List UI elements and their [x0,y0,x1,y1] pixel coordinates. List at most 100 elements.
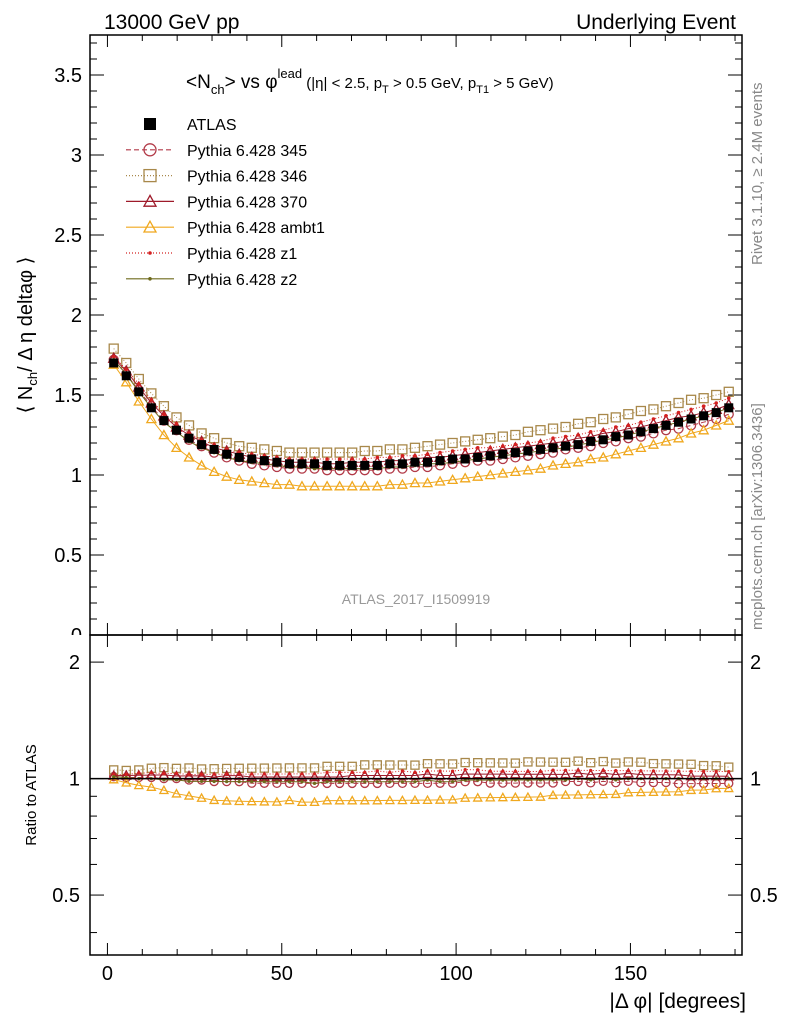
ratio-point-ambt1 [723,782,734,793]
ratio-point-z2 [375,780,379,784]
data-point-p346 [309,447,320,458]
ratio-point-ambt1 [259,796,270,806]
legend-entry-ambt1: Pythia 6.428 ambt1 [126,219,325,237]
data-point-p346 [485,433,496,444]
data-point-z1 [626,423,631,428]
ratio-point-p346 [460,757,470,768]
data-point-ambt1 [346,480,358,491]
ratio-point-p370 [183,770,195,781]
ratio-point-ambt1 [447,794,458,804]
ratio-point-z2 [325,780,329,784]
x-axis-label: |Δ φ| [degrees] [609,990,746,1013]
ratio-point-ambt1 [422,794,433,805]
data-point-p346 [321,447,333,458]
data-point-ambt1 [271,478,283,489]
legend-marker-z1 [148,251,152,255]
data-point-z1 [350,457,354,461]
data-point-ambt1 [133,395,145,406]
data-point-ambt1 [497,467,509,478]
ratio-point-z2 [237,780,241,784]
data-point-p346 [409,442,421,453]
ratio-point-ambt1 [284,794,295,805]
data-point-z1 [362,457,367,461]
legend-marker-ambt1 [142,219,158,233]
ratio-point-z2 [425,778,430,782]
y-tick-label-top: 2.5 [54,225,82,247]
data-point-ambt1 [723,414,735,425]
ratio-point-ambt1 [397,794,408,805]
legend-label-z2: Pythia 6.428 z2 [187,272,297,289]
ratio-point-ambt1 [208,794,220,805]
ratio-point-ambt1 [372,795,383,805]
ratio-point-z1 [413,770,417,775]
ratio-point-ambt1 [472,792,483,802]
data-point-atlas [322,460,332,470]
ratio-series-z1 [112,768,731,777]
data-point-p346 [372,445,383,457]
ratio-point-z2 [287,780,292,784]
data-point-z1 [513,442,518,447]
data-point-z1 [726,396,731,401]
data-point-ambt1 [484,469,496,480]
ratio-point-p346 [322,761,332,772]
ratio-series-ambt1 [108,774,734,807]
ratio-point-z1 [463,768,467,772]
ratio-point-p346 [573,756,583,766]
ratio-point-p346 [585,757,596,768]
data-point-p346 [196,428,207,439]
ratio-line-z1 [113,769,729,776]
data-point-p346 [560,421,571,433]
ratio-point-z1 [137,771,141,775]
y-tick-label-top: 1.5 [54,385,82,407]
data-point-z1 [526,441,530,445]
data-point-p346 [334,447,345,458]
ratio-point-p346 [698,760,709,771]
data-point-z1 [325,457,329,461]
data-point-ambt1 [647,438,660,449]
ratio-point-p345 [322,778,332,789]
ratio-point-z2 [363,780,367,784]
data-point-ambt1 [710,419,722,430]
ratio-point-z1 [375,769,379,773]
ratio-point-ambt1 [334,795,345,805]
ratio-point-z1 [124,772,128,777]
y-tick-label-top: 0 [71,625,82,647]
plot-title: <Nch> vs φlead (|η| < 2.5, pT > 0.5 GeV,… [186,66,554,97]
data-point-z1 [337,457,342,461]
data-point-atlas [272,457,282,467]
data-point-atlas [184,433,194,443]
ratio-point-ambt1 [347,795,358,805]
data-point-ambt1 [698,424,710,435]
data-point-ambt1 [597,451,609,462]
series-z2 [111,358,731,471]
ratio-point-z2 [400,780,405,784]
data-point-ambt1 [396,478,409,489]
ratio-point-p346 [360,760,370,770]
data-point-ambt1 [359,480,371,491]
ratio-point-z1 [513,769,517,773]
legend-marker-p345 [143,143,157,157]
data-point-p346 [610,412,621,423]
data-point-ambt1 [296,480,308,491]
data-point-ambt1 [409,477,421,488]
data-point-ambt1 [158,429,170,440]
legend-entry-p370: Pythia 6.428 370 [126,194,307,211]
data-point-atlas [423,457,433,467]
ratio-point-z1 [212,772,216,776]
ratio-point-p346 [535,757,546,767]
ratio-point-z1 [538,769,543,774]
ratio-point-ambt1 [409,794,421,805]
data-point-ambt1 [509,465,521,477]
data-point-atlas [648,424,658,434]
data-point-ambt1 [421,477,434,488]
data-point-atlas [573,440,583,450]
data-point-z1 [714,401,718,405]
ratio-point-p346 [284,763,295,773]
data-point-ambt1 [522,464,534,475]
data-point-ambt1 [334,480,346,491]
ratio-point-p346 [510,758,521,768]
data-point-p346 [623,409,634,420]
data-point-ambt1 [534,462,547,473]
data-point-z1 [425,452,430,457]
data-point-atlas [234,452,244,462]
